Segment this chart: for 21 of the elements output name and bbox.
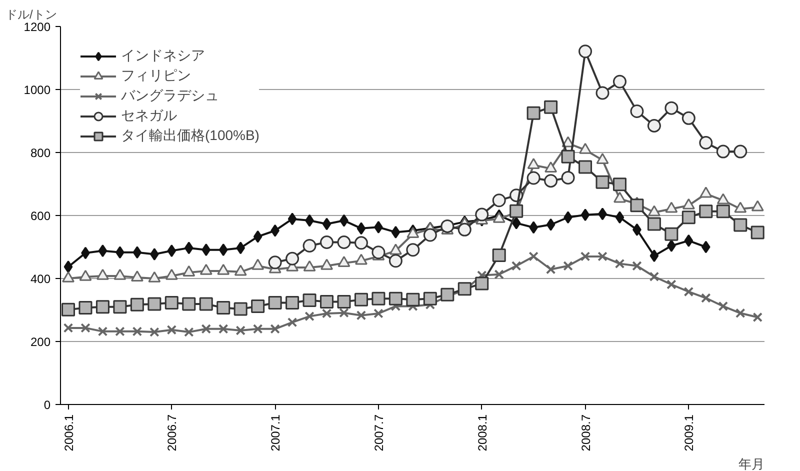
- legend-label: バングラデシュ: [121, 87, 219, 105]
- y-tick-label: 600: [30, 209, 51, 223]
- y-tick-label: 400: [30, 272, 51, 286]
- x-tick-label: 2008.1: [475, 414, 490, 452]
- x-tick-label: 2007.7: [372, 414, 386, 452]
- x-tick-label: 2007.1: [268, 414, 283, 452]
- x-tick-label: 2008.7: [578, 414, 593, 452]
- y-tick-label: 1000: [24, 83, 51, 97]
- legend-label: タイ輸出価格(100%B): [121, 127, 260, 145]
- y-tick-label: 200: [30, 335, 51, 349]
- legend-label: インドネシア: [121, 47, 205, 65]
- y-tick-label: 1200: [24, 20, 51, 34]
- x-tick-label: 2006.1: [62, 414, 76, 452]
- x-tick-label: 2009.1: [682, 414, 696, 452]
- legend-label: セネガル: [121, 107, 177, 125]
- y-axis-title: ドル/トン: [6, 8, 57, 22]
- x-tick-label: 2006.7: [165, 414, 180, 452]
- x-axis-title: 年月: [738, 456, 764, 471]
- legend-label: フィリピン: [121, 67, 191, 85]
- y-tick-label: 0: [44, 398, 51, 412]
- y-tick-label: 800: [30, 146, 51, 160]
